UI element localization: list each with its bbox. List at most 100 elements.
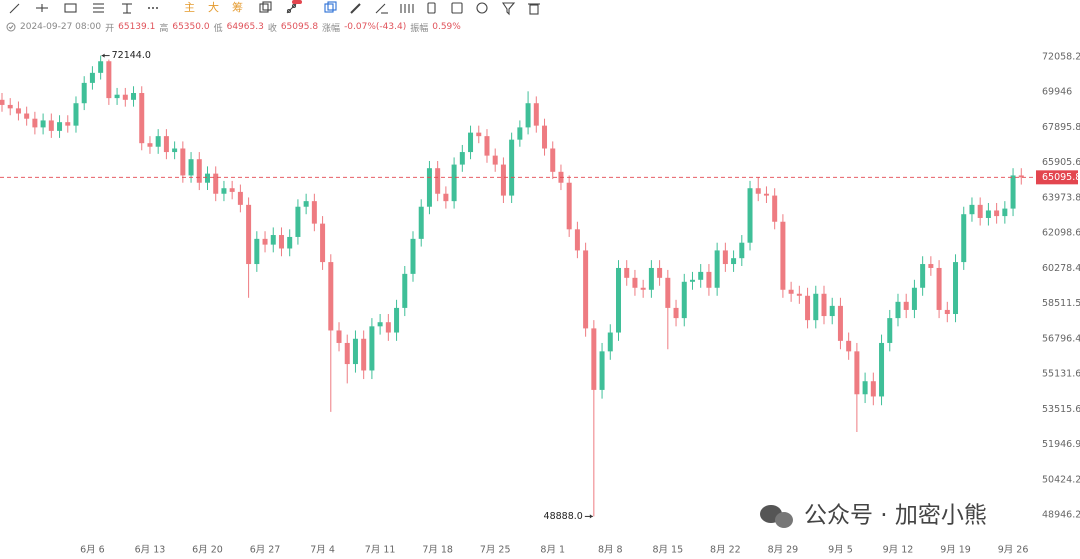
info-label: 低 [213,23,223,34]
candle-body [805,295,811,321]
candle-body [147,143,153,147]
tool-measure[interactable] [286,3,297,14]
candle-body [7,104,13,109]
x-tick-label: 9月 12 [883,545,914,556]
candle-body [944,309,950,315]
candle-body [377,322,383,327]
candle-body [435,168,441,194]
candle-body [40,120,46,128]
toolbar-main[interactable]: 主 [184,1,195,14]
y-tick-label: 56796.4 [1042,333,1080,344]
tool-rect[interactable] [64,3,77,13]
info-bar: 2024-09-27 08:00 开 65139.1 高 65350.0 低 64965.… [6,20,461,34]
info-value: 65095.8 [280,22,319,32]
tool-delete[interactable] [528,3,540,15]
candle-body [163,136,169,153]
candle-body [509,139,515,196]
x-tick-label: 7月 11 [365,545,396,556]
candle-body [476,132,482,137]
candle-body [213,173,219,194]
candle-body [418,206,424,239]
y-tick-label: 55131.6 [1042,369,1080,380]
info-label: 开 [105,23,115,34]
info-icon[interactable] [6,22,16,32]
candle-body [879,342,885,397]
y-tick-label: 62098.6 [1042,228,1080,239]
candle-body [81,82,87,104]
info-label: 涨幅 [322,23,341,34]
candle-body [755,188,761,194]
candle-body [394,307,400,333]
candle-body [410,238,416,274]
y-tick-label: 69946 [1042,87,1072,98]
candle-body [1002,208,1008,217]
candle-body [492,155,498,165]
candle-body [385,322,391,333]
candle-body [607,332,613,352]
candle-body [426,168,432,207]
candle-body [180,148,186,176]
last-price-box [1036,170,1078,185]
info-value: 0.59% [432,22,461,32]
toolbar-icons [9,0,540,16]
candle-body [706,271,712,288]
tool-brush[interactable] [375,3,388,14]
candle-body [525,103,531,128]
info-label: 收 [267,23,277,34]
candle-body [788,289,794,294]
x-tick-label: 7月 4 [310,545,335,556]
candle-body [665,277,671,308]
candle-body [591,328,597,390]
tool-lock[interactable] [427,2,436,14]
tool-note[interactable] [451,2,463,14]
tool-copy[interactable] [259,3,269,13]
tool-more[interactable] [148,7,158,9]
candle-body [731,258,737,265]
tool-line[interactable] [9,3,20,14]
x-tick-label: 7月 25 [480,545,511,556]
candle-body [829,305,835,317]
candle-body [689,279,695,282]
candle-body [500,164,506,196]
tool-layers[interactable] [324,3,334,13]
high-arrow-head [101,53,105,58]
x-tick-label: 6月 6 [80,545,105,556]
candle-body [739,242,745,259]
badge [292,0,302,4]
candle-body [928,264,934,268]
candle-body [361,338,367,371]
y-tick-label: 67895.8 [1042,122,1080,133]
candle-body [89,72,95,83]
candle-body [985,210,991,218]
last-price-label: 65095.8 [1042,172,1080,183]
x-tick-label: 8月 8 [598,545,623,556]
y-tick-label: 58511.5 [1042,298,1080,309]
candle-body [994,210,1000,217]
candle-body [969,204,975,215]
candle-body [846,340,852,352]
tool-text[interactable] [122,3,132,14]
tool-magnet[interactable] [476,2,488,14]
candle-body [870,381,876,397]
candle-body [616,267,621,333]
tool-filter[interactable] [501,2,516,16]
tool-pen[interactable] [350,3,361,14]
tool-wave[interactable] [400,4,414,13]
candle-body [221,188,227,194]
x-tick-label: 8月 22 [710,545,741,556]
tool-parallel[interactable] [93,3,104,13]
candle-body [369,326,375,371]
candle-body [813,293,819,321]
toolbar-big[interactable]: 大 [208,0,219,14]
y-tick-label: 60278.4 [1042,263,1080,274]
high-label: 72144.0 [112,50,151,61]
candle-body [698,271,704,280]
candle-body [131,93,137,100]
y-tick-label: 53515.6 [1042,404,1080,415]
toolbar-chips[interactable]: 筹 [232,0,243,14]
candle-body [673,307,679,319]
candle-body [821,293,827,317]
x-tick-label: 9月 5 [828,545,853,556]
y-tick-label: 65905.6 [1042,157,1080,168]
